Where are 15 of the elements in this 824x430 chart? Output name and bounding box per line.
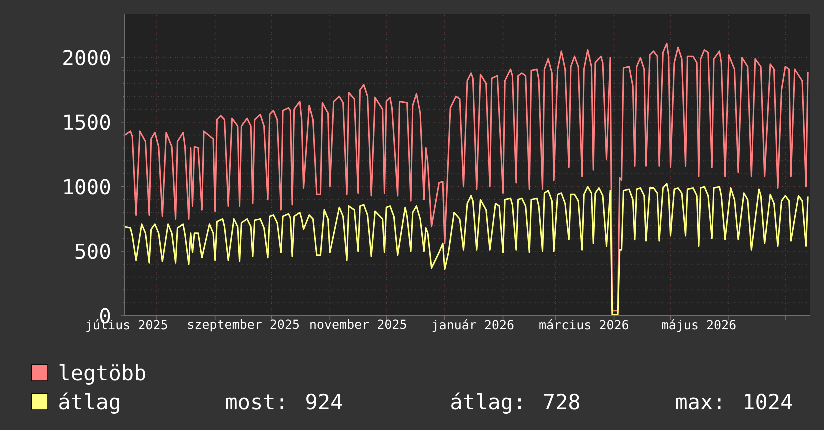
y-tick-label: 1500 xyxy=(64,114,110,130)
x-tick-label: november 2025 xyxy=(310,320,406,330)
y-tick-label: 500 xyxy=(76,244,110,260)
text: max: 1024 xyxy=(676,394,792,410)
x-tick-label: január 2026 xyxy=(432,320,514,332)
legend-label: átlag xyxy=(60,392,120,414)
x-tick-label: szeptember 2025 xyxy=(188,320,299,332)
text: most: 924 xyxy=(226,394,342,410)
text: átlag: 728 xyxy=(452,392,580,414)
line-series xyxy=(125,42,809,312)
x-tick-label: március 2026 xyxy=(540,320,629,330)
x-tick-label: május 2026 xyxy=(662,320,736,332)
legend-label: legtöbb xyxy=(60,364,146,385)
y-tick-label: 2000 xyxy=(64,50,110,66)
y-tick-label: 1000 xyxy=(64,179,110,195)
